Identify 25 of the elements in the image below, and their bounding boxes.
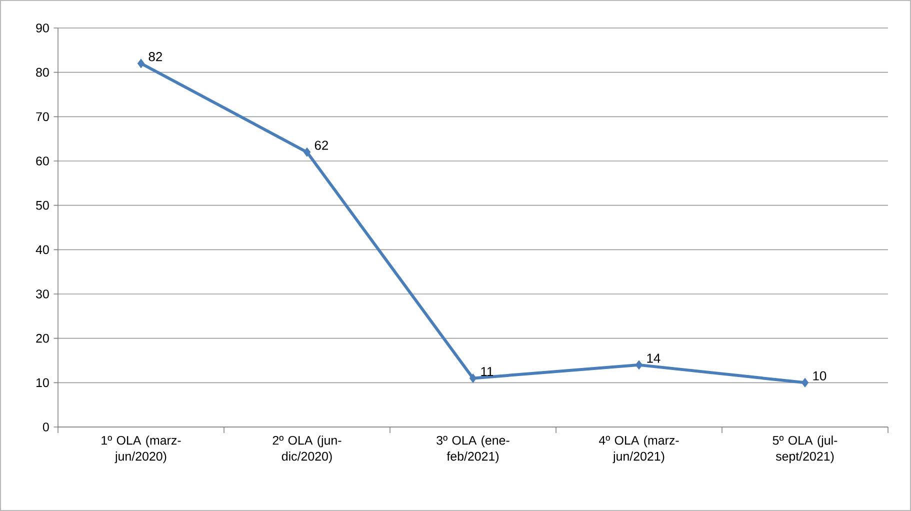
data-label: 62 — [314, 140, 328, 150]
y-tick-label: 0 — [42, 422, 49, 432]
point — [801, 378, 809, 388]
x-tick-label: 5º OLA (jul-sept/2021) — [772, 436, 838, 464]
point — [635, 360, 643, 370]
data-label: 11 — [481, 367, 494, 376]
x-tick-label: 2º OLA (jun-dic/2020) — [272, 436, 342, 464]
y-tick-label: 20 — [36, 334, 49, 343]
y-tick-label: 70 — [36, 112, 49, 122]
x-tick-label: 4º OLA (marz-jun/2021) — [598, 436, 679, 464]
x-tick-label: 3º OLA (ene-feb/2021) — [436, 436, 510, 464]
y-tick-label: 30 — [36, 290, 49, 298]
y-tick-label: 80 — [36, 68, 49, 77]
data-label: 82 — [148, 52, 162, 62]
x-tick-label: 1º OLA (marz-jun/2020) — [102, 436, 181, 464]
point — [469, 373, 477, 383]
y-tick-label: 10 — [36, 378, 49, 388]
y-tick-label: 50 — [36, 200, 49, 210]
y-tick-label: 40 — [36, 245, 49, 254]
point — [137, 58, 145, 68]
data-label: 14 — [647, 354, 660, 363]
point — [303, 147, 311, 157]
data-label: 10 — [813, 371, 826, 380]
y-tick-label: 90 — [36, 24, 49, 32]
y-tick-label: 60 — [36, 156, 49, 166]
